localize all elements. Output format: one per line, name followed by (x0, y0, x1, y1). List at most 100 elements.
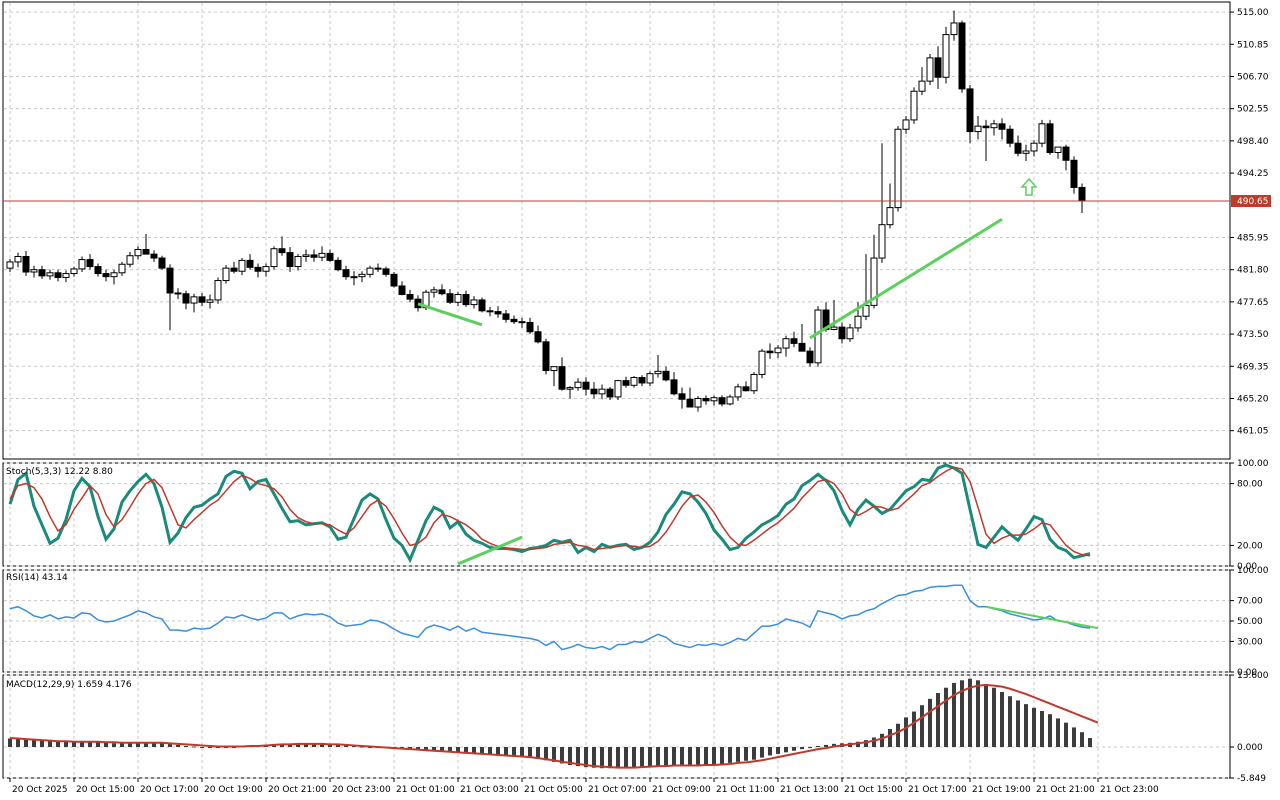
candle-body[interactable] (286, 252, 294, 268)
candle-body[interactable] (798, 342, 806, 352)
candle-body[interactable] (102, 273, 110, 278)
candle-body[interactable] (846, 327, 854, 340)
candle-body[interactable] (382, 268, 390, 275)
candle-body[interactable] (966, 88, 974, 133)
candle-body[interactable] (134, 249, 142, 257)
candle-body[interactable] (622, 380, 630, 386)
candle-body[interactable] (646, 373, 654, 384)
candle-body[interactable] (894, 128, 902, 209)
candle-body[interactable] (486, 310, 494, 313)
candle-body[interactable] (654, 370, 662, 375)
candle-body[interactable] (670, 379, 678, 395)
candle-body[interactable] (182, 293, 190, 304)
candle-body[interactable] (478, 299, 486, 312)
candle-body[interactable] (1006, 128, 1014, 144)
candle-body[interactable] (454, 294, 462, 303)
candle-body[interactable] (462, 294, 470, 306)
candle-body[interactable] (558, 366, 566, 390)
candle-body[interactable] (782, 338, 790, 349)
candle-body[interactable] (710, 397, 718, 402)
candle-body[interactable] (158, 257, 166, 269)
candle-body[interactable] (126, 255, 134, 265)
candle-body[interactable] (70, 268, 78, 275)
candle-body[interactable] (6, 261, 14, 269)
candle-body[interactable] (934, 57, 942, 78)
candle-body[interactable] (198, 296, 206, 303)
candle-body[interactable] (62, 273, 70, 278)
candle-body[interactable] (806, 350, 814, 364)
candle-body[interactable] (206, 299, 214, 303)
candle-body[interactable] (398, 285, 406, 296)
candle-body[interactable] (910, 90, 918, 121)
candle-body[interactable] (118, 263, 126, 274)
candle-body[interactable] (166, 267, 174, 294)
candle-body[interactable] (342, 269, 350, 278)
candle-body[interactable] (238, 259, 246, 272)
candle-body[interactable] (502, 313, 510, 320)
candle-body[interactable] (902, 119, 910, 130)
candle-body[interactable] (254, 266, 262, 272)
candle-body[interactable] (406, 294, 414, 300)
candle-body[interactable] (702, 397, 710, 402)
candle-body[interactable] (1070, 159, 1078, 188)
candle-body[interactable] (726, 396, 734, 405)
candle-body[interactable] (142, 249, 150, 255)
candle-body[interactable] (350, 276, 358, 279)
candle-body[interactable] (54, 272, 62, 278)
candle-body[interactable] (942, 34, 950, 78)
candle-body[interactable] (326, 252, 334, 261)
candle-body[interactable] (94, 266, 102, 275)
candle-body[interactable] (606, 388, 614, 398)
candle-body[interactable] (390, 273, 398, 287)
candle-body[interactable] (1038, 123, 1046, 144)
candle-body[interactable] (438, 289, 446, 295)
candle-body[interactable] (262, 266, 270, 272)
candle-body[interactable] (46, 272, 54, 277)
candle-body[interactable] (294, 255, 302, 268)
candle-body[interactable] (990, 123, 998, 129)
rsi-panel[interactable] (9, 584, 1099, 651)
candle-body[interactable] (1022, 150, 1030, 154)
candle-body[interactable] (854, 315, 862, 329)
stochastic-panel[interactable] (8, 463, 1091, 566)
candle-body[interactable] (318, 252, 326, 258)
candle-body[interactable] (190, 296, 198, 304)
candle-body[interactable] (334, 259, 342, 271)
candle-body[interactable] (878, 224, 886, 259)
candle-body[interactable] (766, 350, 774, 354)
candle-body[interactable] (374, 267, 382, 270)
candle-body[interactable] (150, 253, 158, 259)
candle-body[interactable] (870, 257, 878, 306)
candle-body[interactable] (998, 123, 1006, 130)
candle-body[interactable] (110, 272, 118, 278)
candle-body[interactable] (1014, 142, 1022, 154)
candle-body[interactable] (790, 338, 798, 344)
candle-body[interactable] (22, 255, 30, 273)
candle-body[interactable] (222, 267, 230, 282)
candle-body[interactable] (470, 299, 478, 306)
candle-body[interactable] (526, 321, 534, 333)
candle-body[interactable] (86, 259, 94, 268)
candle-body[interactable] (958, 22, 966, 90)
candle-body[interactable] (750, 373, 758, 392)
candle-body[interactable] (582, 381, 590, 390)
candle-body[interactable] (534, 331, 542, 343)
candle-body[interactable] (30, 269, 38, 273)
candle-body[interactable] (302, 254, 310, 257)
candle-body[interactable] (630, 377, 638, 386)
candle-body[interactable] (1046, 123, 1054, 154)
candle-body[interactable] (718, 397, 726, 405)
candle-body[interactable] (174, 292, 182, 295)
candle-body[interactable] (918, 80, 926, 92)
candle-body[interactable] (278, 248, 286, 254)
candle-body[interactable] (494, 311, 502, 315)
candle-body[interactable] (734, 386, 742, 398)
candle-body[interactable] (246, 259, 254, 268)
candle-body[interactable] (590, 388, 598, 395)
candle-body[interactable] (510, 318, 518, 323)
candle-body[interactable] (774, 347, 782, 354)
candle-body[interactable] (566, 387, 574, 390)
candle-body[interactable] (550, 366, 558, 372)
candle-body[interactable] (614, 380, 622, 398)
